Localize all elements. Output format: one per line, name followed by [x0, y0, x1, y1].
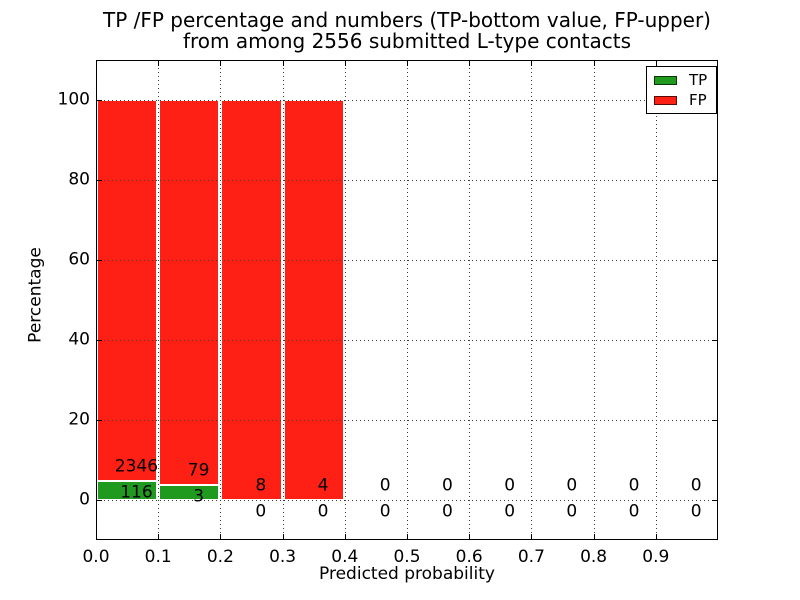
- v-gridline: [531, 60, 533, 540]
- v-gridline: [655, 60, 657, 540]
- annotation-fp-count: 0: [379, 475, 391, 496]
- y-tick-label: 80: [68, 169, 90, 190]
- legend: TP FP: [646, 66, 717, 114]
- annotation-fp-count: 79: [187, 460, 210, 481]
- y-tick-mark-right: [712, 500, 718, 501]
- x-tick-label: 0.0: [82, 547, 110, 567]
- x-tick-mark-top: [220, 60, 222, 66]
- x-tick-label: 0.5: [393, 547, 421, 567]
- x-tick-mark-top: [469, 60, 471, 66]
- x-tick-mark-top: [96, 60, 97, 66]
- x-tick-mark-top: [407, 60, 408, 66]
- y-axis-label: Percentage: [25, 247, 46, 343]
- annotation-fp-count: 0: [504, 475, 516, 496]
- x-tick-label: 0.6: [455, 547, 483, 567]
- x-tick-mark: [344, 534, 346, 540]
- fp-color-swatch: [654, 95, 677, 105]
- x-tick-mark-top: [282, 60, 284, 66]
- y-tick-mark: [96, 260, 102, 261]
- legend-label-tp: TP: [689, 70, 708, 89]
- chart-title: TP /FP percentage and numbers (TP-bottom…: [96, 10, 718, 52]
- tp-color-swatch: [654, 75, 677, 85]
- x-tick-mark-top: [655, 60, 657, 66]
- x-tick-mark: [96, 534, 97, 540]
- legend-item-fp: FP: [654, 90, 709, 109]
- x-tick-mark: [469, 534, 471, 540]
- y-tick-mark: [96, 180, 102, 181]
- y-tick-mark-right: [712, 180, 718, 181]
- x-tick-label: 0.1: [144, 547, 172, 567]
- x-tick-mark: [407, 534, 408, 540]
- bar-segment-fp: [97, 100, 158, 482]
- y-tick-mark-right: [712, 340, 718, 341]
- legend-item-tp: TP: [654, 70, 709, 89]
- x-tick-mark-top: [158, 60, 160, 66]
- annotation-tp-count: 0: [628, 501, 640, 522]
- x-tick-mark: [220, 534, 222, 540]
- y-tick-mark: [96, 420, 102, 421]
- annotation-tp-count: 0: [442, 501, 453, 522]
- annotation-tp-count: 0: [255, 501, 267, 522]
- plot-area: 2346 116 79 3 8 0 4 0 0 0 0 0 0 0 0 0 0 0 0 0: [96, 60, 718, 540]
- y-tick-label: 40: [68, 329, 90, 350]
- x-tick-mark: [282, 534, 284, 540]
- x-tick-mark: [593, 534, 595, 540]
- annotation-fp-count: 2346: [114, 456, 159, 477]
- x-tick-label: 0.4: [331, 547, 359, 567]
- x-tick-label: 0.9: [642, 547, 670, 567]
- y-tick-mark: [96, 100, 102, 101]
- annotation-fp-count: 4: [317, 475, 329, 496]
- y-tick-label: 100: [57, 89, 90, 110]
- y-tick-label: 60: [68, 249, 90, 270]
- bar-segment-tp: [97, 481, 158, 500]
- annotation-fp-count: 0: [442, 475, 453, 496]
- v-gridline: [282, 60, 284, 540]
- x-tick-mark: [655, 534, 657, 540]
- v-gridline: [220, 60, 222, 540]
- y-tick-mark: [96, 340, 102, 341]
- bar-segment-fp: [283, 100, 344, 500]
- v-gridline: [593, 60, 595, 540]
- v-gridline: [344, 60, 346, 540]
- y-tick-label: 20: [68, 409, 90, 430]
- annotation-tp-count: 0: [379, 501, 391, 522]
- annotation-tp-count: 0: [317, 501, 329, 522]
- x-tick-label: 0.8: [580, 547, 608, 567]
- annotation-tp-count: 116: [120, 482, 153, 503]
- annotation-tp-count: 0: [690, 501, 702, 522]
- legend-label-fp: FP: [689, 90, 707, 109]
- x-tick-label: 0.3: [269, 547, 297, 567]
- bar-segment-fp: [221, 100, 282, 500]
- annotation-fp-count: 8: [255, 475, 267, 496]
- v-gridline: [407, 60, 408, 540]
- v-gridline: [469, 60, 471, 540]
- x-tick-mark-top: [344, 60, 346, 66]
- annotation-tp-count: 3: [193, 486, 205, 507]
- chart-title-line2: from among 2556 submitted L-type contact…: [182, 29, 632, 53]
- v-gridline: [158, 60, 160, 540]
- x-tick-mark: [531, 534, 533, 540]
- x-tick-mark: [158, 534, 160, 540]
- y-tick-label: 0: [79, 489, 90, 510]
- x-tick-label: 0.7: [517, 547, 545, 567]
- x-tick-mark-top: [593, 60, 595, 66]
- x-axis-label: Predicted probability: [319, 564, 495, 584]
- x-tick-mark-top: [531, 60, 533, 66]
- annotation-fp-count: 0: [566, 475, 578, 496]
- annotation-tp-count: 0: [504, 501, 516, 522]
- bar-segment-fp: [159, 100, 220, 486]
- x-tick-label: 0.2: [206, 547, 234, 567]
- annotation-fp-count: 0: [690, 475, 702, 496]
- bar-segment-tp: [159, 485, 220, 500]
- y-tick-mark-right: [712, 420, 718, 421]
- y-tick-mark: [96, 500, 102, 501]
- chart-title-line1: TP /FP percentage and numbers (TP-bottom…: [103, 8, 711, 32]
- y-tick-mark-right: [712, 260, 718, 261]
- annotation-fp-count: 0: [628, 475, 640, 496]
- annotation-tp-count: 0: [566, 501, 578, 522]
